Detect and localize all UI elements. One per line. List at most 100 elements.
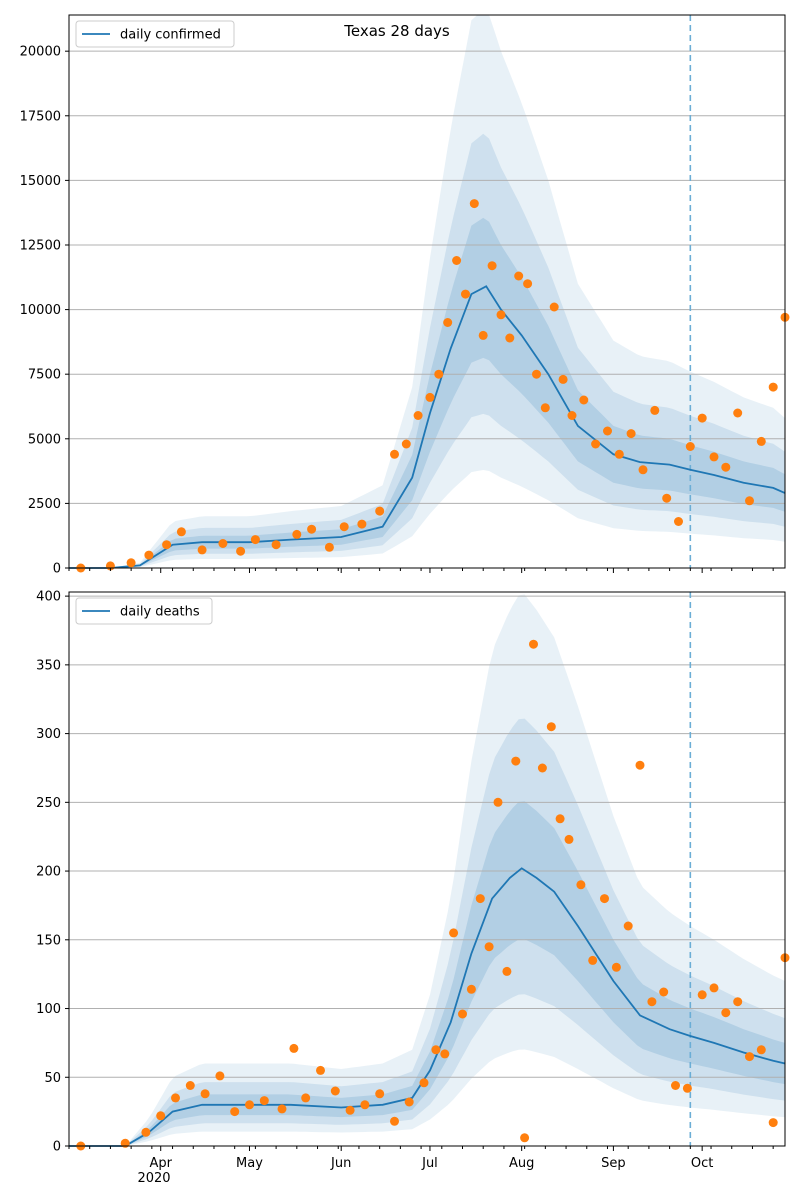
deaths-observed-point <box>709 983 719 993</box>
deaths-observed-point <box>564 834 574 844</box>
confirmed-observed-point <box>357 519 367 529</box>
confirmed-observed-point <box>425 392 435 402</box>
confirmed-observed-point <box>697 413 707 423</box>
deaths-y-tick-label: 350 <box>36 658 61 673</box>
confirmed-observed-point <box>469 199 479 209</box>
confirmed-observed-point <box>579 395 589 405</box>
confirmed-y-axis: 0 2500 5000 7500 10000 12500 15000 17500 20000 <box>20 45 69 577</box>
deaths-plot-frame <box>68 591 786 1147</box>
deaths-legend-label: daily deaths <box>120 605 200 620</box>
deaths-band-2 <box>69 718 785 1146</box>
confirmed-observed-point <box>567 411 577 420</box>
confirmed-observed-point <box>496 310 506 320</box>
confirmed-observed-point <box>126 558 136 568</box>
confirmed-y-tick-label: 5000 <box>28 432 61 447</box>
confirmed-observed-point <box>413 411 423 420</box>
deaths-legend-box <box>75 597 213 625</box>
confirmed-mean-line <box>69 285 786 569</box>
deaths-observed-point <box>733 997 743 1007</box>
deaths-observed-point <box>404 1097 414 1107</box>
confirmed-observed-point <box>540 403 550 413</box>
x-tick-label: Oct <box>691 1156 713 1171</box>
x-tick-label: Apr <box>149 1156 172 1171</box>
confirmed-observed-point <box>650 405 660 415</box>
deaths-observed-point <box>529 639 538 649</box>
confirmed-legend: daily confirmed <box>75 20 235 48</box>
deaths-observed-point <box>537 763 547 773</box>
deaths-observed-point <box>484 942 494 952</box>
deaths-observed-point <box>493 797 503 807</box>
deaths-observed-point <box>141 1127 151 1137</box>
confirmed-observed-points <box>76 199 790 573</box>
deaths-y-tick-label: 0 <box>53 1140 61 1155</box>
deaths-panel: 0 50 100 150 200 250 300 350 400 Apr May Jun Jul Aug… <box>36 590 790 1186</box>
confirmed-observed-point <box>558 374 568 384</box>
deaths-observed-point <box>345 1105 355 1115</box>
deaths-observed-point <box>682 1083 692 1093</box>
x-tick-label: Sep <box>601 1156 626 1171</box>
confirmed-x-ticks <box>68 568 774 573</box>
confirmed-y-tick-label: 15000 <box>20 174 61 189</box>
confirmed-y-tick-label: 2500 <box>28 497 61 512</box>
deaths-uncertainty-bands <box>69 594 785 1146</box>
deaths-observed-point <box>390 1116 399 1126</box>
confirmed-observed-point <box>638 465 648 475</box>
confirmed-observed-point <box>461 289 470 299</box>
confirmed-band-3 <box>69 217 785 568</box>
confirmed-observed-point <box>144 550 154 560</box>
deaths-observed-point <box>330 1086 340 1096</box>
deaths-observed-point <box>301 1093 311 1103</box>
deaths-y-tick-label: 400 <box>36 590 61 605</box>
x-tick-label: Jul <box>421 1156 438 1171</box>
deaths-observed-point <box>449 928 459 938</box>
deaths-observed-point <box>721 1008 731 1018</box>
deaths-observed-point <box>440 1049 450 1059</box>
deaths-observed-point <box>546 722 556 732</box>
confirmed-observed-point <box>176 527 186 537</box>
confirmed-observed-point <box>434 369 444 379</box>
confirmed-observed-point <box>339 522 349 532</box>
deaths-observed-point <box>659 987 669 997</box>
deaths-observed-point <box>475 894 485 904</box>
deaths-y-tick-label: 300 <box>36 727 61 742</box>
deaths-observed-point <box>289 1043 299 1053</box>
deaths-observed-point <box>600 894 609 904</box>
deaths-observed-point <box>431 1045 441 1055</box>
deaths-observed-point <box>611 962 621 972</box>
deaths-observed-point <box>671 1081 680 1090</box>
confirmed-y-tick-label: 7500 <box>28 368 61 383</box>
confirmed-observed-point <box>292 529 302 539</box>
confirmed-observed-point <box>685 442 695 451</box>
confirmed-observed-point <box>390 449 399 459</box>
deaths-legend: daily deaths <box>75 597 213 625</box>
deaths-observed-point <box>576 880 586 890</box>
deaths-observed-point <box>520 1133 530 1143</box>
confirmed-observed-point <box>478 330 488 340</box>
confirmed-band-2 <box>69 133 785 569</box>
confirmed-uncertainty-bands <box>69 15 785 569</box>
deaths-observed-point <box>647 997 657 1007</box>
confirmed-legend-label: daily confirmed <box>120 28 221 43</box>
confirmed-observed-point <box>197 545 207 555</box>
deaths-observed-point <box>185 1081 195 1090</box>
confirmed-observed-point <box>733 408 743 418</box>
deaths-observed-point <box>502 966 512 976</box>
deaths-observed-point <box>458 1009 467 1019</box>
confirmed-y-tick-label: 17500 <box>20 109 61 124</box>
x-tick-label: Aug <box>509 1156 534 1171</box>
confirmed-observed-point <box>324 542 334 552</box>
deaths-observed-point <box>419 1078 429 1088</box>
deaths-observed-point <box>316 1065 325 1075</box>
chart-title: Texas 28 days <box>343 22 450 40</box>
deaths-observed-point <box>756 1045 766 1055</box>
deaths-x-axis: Apr May Jun Jul Aug Sep Oct <box>68 1146 774 1171</box>
deaths-observed-point <box>360 1100 370 1110</box>
deaths-observed-point <box>215 1071 225 1081</box>
deaths-observed-point <box>156 1111 166 1121</box>
confirmed-observed-point <box>591 439 601 449</box>
confirmed-observed-point <box>250 535 260 545</box>
deaths-y-tick-label: 50 <box>44 1071 61 1086</box>
deaths-observed-point <box>200 1089 210 1099</box>
deaths-observed-point <box>375 1089 385 1099</box>
